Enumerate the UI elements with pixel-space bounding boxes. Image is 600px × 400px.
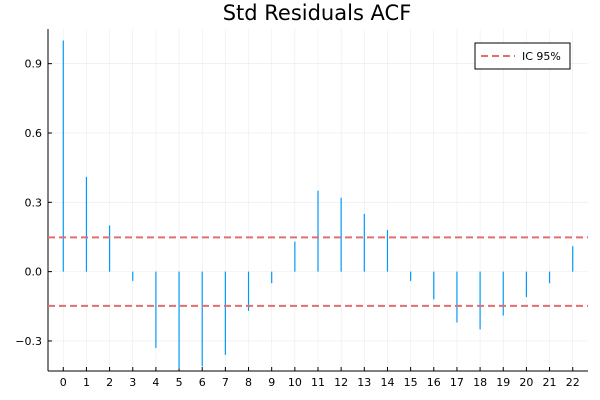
x-tick-label: 3 [129, 376, 136, 389]
axes [47, 29, 588, 372]
x-tick-label: 10 [288, 376, 302, 389]
tick-labels: 0 1 2 3 4 5 6 7 8 9 10 11 12 13 14 15 16 17 18 19 20 21 22−0.3… [15, 58, 579, 389]
legend-ic-label: IC 95% [522, 50, 561, 63]
x-tick-label: 12 [334, 376, 348, 389]
x-tick-label: 14 [380, 376, 394, 389]
y-tick-label: 0.9 [25, 58, 43, 71]
x-tick-label: 5 [176, 376, 183, 389]
x-tick-label: 0 [60, 376, 67, 389]
chart-title: Std Residuals ACF [223, 1, 412, 25]
x-tick-label: 4 [152, 376, 159, 389]
x-tick-label: 19 [496, 376, 510, 389]
x-tick-label: 2 [106, 376, 113, 389]
y-tick-label: −0.3 [15, 335, 42, 348]
y-tick-label: 0.3 [25, 196, 43, 209]
x-tick-label: 22 [566, 376, 580, 389]
x-tick-label: 8 [245, 376, 252, 389]
x-tick-label: 18 [473, 376, 487, 389]
acf-stems [62, 40, 574, 369]
y-tick-label: 0.0 [25, 266, 43, 279]
x-tick-label: 6 [199, 376, 206, 389]
x-tick-label: 15 [404, 376, 418, 389]
x-tick-label: 13 [357, 376, 371, 389]
x-tick-label: 21 [543, 376, 557, 389]
legend-box [474, 42, 571, 70]
y-tick-label: 0.6 [25, 127, 43, 140]
x-tick-label: 16 [427, 376, 441, 389]
legend: IC 95% [474, 42, 571, 70]
x-tick-label: 20 [519, 376, 533, 389]
x-tick-label: 9 [268, 376, 275, 389]
x-tick-label: 1 [83, 376, 90, 389]
x-tick-label: 7 [222, 376, 229, 389]
confidence-bands [48, 236, 588, 307]
x-tick-label: 17 [450, 376, 464, 389]
x-tick-label: 11 [311, 376, 325, 389]
